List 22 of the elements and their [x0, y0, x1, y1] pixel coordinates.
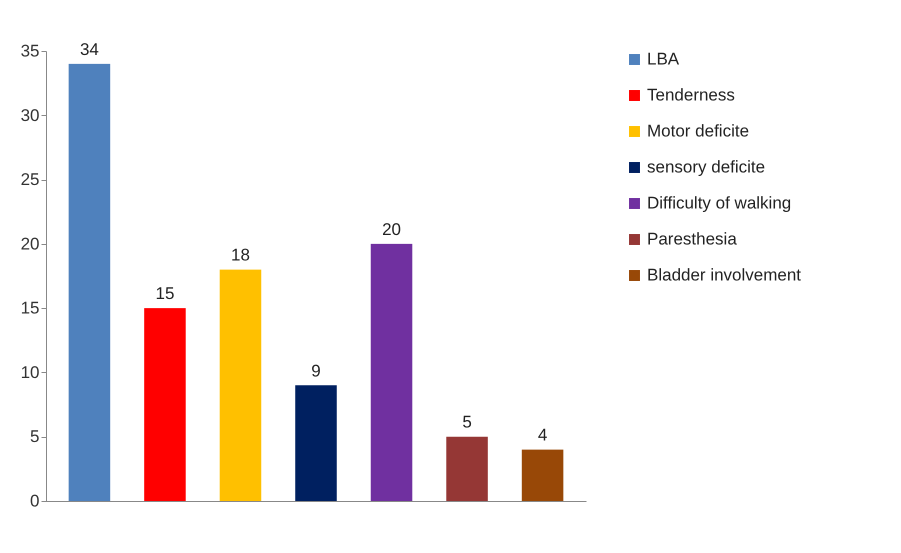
y-tick-label: 30	[20, 106, 40, 125]
legend-label: sensory deficite	[647, 158, 766, 176]
y-tick-label: 25	[20, 170, 40, 190]
legend-label: Paresthesia	[647, 230, 738, 248]
legend-label: LBA	[647, 50, 680, 68]
y-tick-label: 5	[30, 427, 40, 446]
data-label: 15	[155, 284, 174, 304]
data-label: 20	[382, 220, 401, 239]
data-label: 5	[462, 412, 472, 432]
y-tick-label: 15	[20, 298, 40, 318]
legend-label: Tenderness	[647, 86, 735, 104]
data-label: 34	[80, 40, 99, 59]
data-label: 18	[231, 246, 250, 265]
y-tick-label: 20	[20, 234, 40, 254]
legend-label: Bladder involvement	[647, 266, 802, 284]
y-tick-label: 0	[30, 492, 40, 510]
legend-label: Difficulty of walking	[647, 194, 792, 212]
y-tick-label: 10	[20, 362, 40, 382]
data-label: 9	[311, 361, 321, 380]
data-label: 4	[538, 426, 548, 445]
y-tick-label: 35	[20, 42, 40, 60]
legend-label: Motor deficite	[647, 122, 750, 140]
